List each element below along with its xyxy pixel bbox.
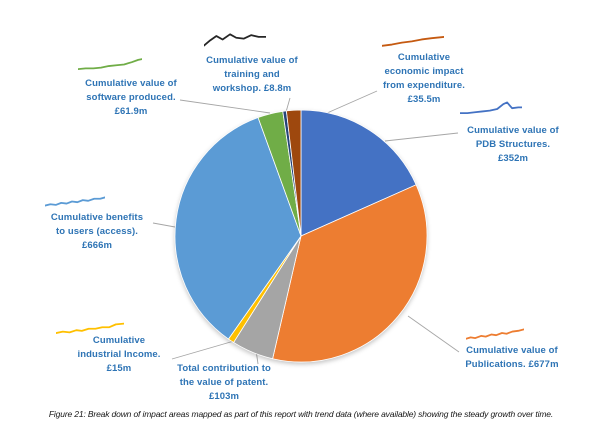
pie-slice-pdb-structures (300, 109, 417, 237)
callout-line: £103m (208, 391, 240, 402)
callout-line: workshop. £8.8m (212, 83, 292, 94)
trend-sparkline-training-workshop (204, 30, 266, 49)
callout-line: economic impact (384, 66, 464, 77)
callout-line: Cumulative value of (466, 345, 558, 356)
callout-training-workshop: Cumulative value of training and workshop.… (190, 54, 314, 96)
callout-industrial-income: Cumulative industrial Income. £15m (59, 334, 179, 376)
trend-sparkline-industrial-income (56, 320, 124, 336)
leader-line-training-workshop (285, 97, 291, 113)
leader-line-software-produced (179, 99, 271, 114)
callout-line: the value of patent. (179, 377, 269, 388)
trend-line (466, 329, 524, 338)
trend-line (78, 59, 142, 69)
callout-benefits-to-users: Cumulative benefits to users (access). £66… (37, 211, 157, 253)
trend-sparkline-publications (466, 325, 524, 341)
pie-slice-publications (272, 184, 428, 363)
callout-line: industrial Income. (77, 349, 161, 360)
leader-lines (152, 90, 460, 365)
callout-line: £61.9m (114, 106, 148, 117)
leader-line-industrial-income (171, 340, 235, 360)
callout-line: Cumulative (397, 52, 451, 63)
callout-line: to users (access). (55, 226, 139, 237)
trend-sparkline-economic-impact-expenditure (382, 35, 444, 49)
callout-patent: Total contribution to the value of patent… (162, 362, 286, 404)
callout-line: £352m (497, 153, 529, 164)
callout-line: £15m (106, 363, 132, 374)
leader-line-publications (407, 315, 460, 353)
callout-line: training and (224, 69, 280, 80)
callout-line: Cumulative (92, 335, 146, 346)
callout-line: software produced. (86, 92, 176, 103)
callout-line: £35.5m (407, 94, 441, 105)
callout-software-produced: Cumulative value of software produced. £61… (69, 77, 193, 119)
callout-line: PDB Structures. (475, 139, 551, 150)
callout-line: Publications. £677m (465, 359, 559, 370)
callout-line: from expenditure. (383, 80, 465, 91)
trend-sparkline-benefits-to-users (45, 194, 105, 209)
callout-line: £666m (81, 240, 113, 251)
callout-line: Cumulative value of (206, 55, 298, 66)
trend-sparkline-pdb-structures (460, 100, 522, 118)
callout-economic-impact-expenditure: Cumulative economic impact from expenditur… (362, 51, 486, 107)
trend-line (45, 197, 105, 205)
figure-caption: Figure 21: Break down of impact areas ma… (48, 409, 554, 419)
callout-line: Cumulative benefits (50, 212, 144, 223)
leader-line-pdb-structures (384, 132, 459, 142)
trend-line (204, 34, 266, 45)
trend-sparkline-software-produced (78, 56, 142, 73)
trend-line (460, 102, 522, 113)
pie (174, 109, 428, 363)
pie-slice-benefits-to-users (174, 117, 302, 340)
trend-line (382, 37, 444, 46)
callout-pdb-structures: Cumulative value of PDB Structures. £352m (453, 124, 573, 166)
trend-line (56, 324, 124, 333)
callout-line: Cumulative value of (85, 78, 177, 89)
callout-publications: Cumulative value of Publications. £677m (447, 344, 577, 372)
callout-line: Total contribution to (177, 363, 271, 374)
pie-slice-economic-impact-expenditure (285, 109, 302, 237)
callout-line: Cumulative value of (467, 125, 559, 136)
